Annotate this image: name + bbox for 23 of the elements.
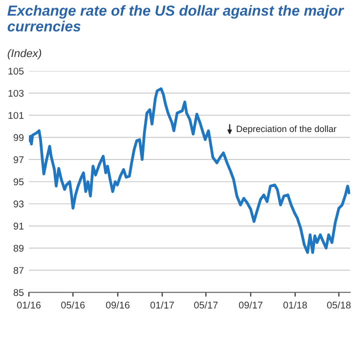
y-tick-label: 105 (8, 68, 24, 75)
y-tick-label: 85 (14, 289, 24, 296)
y-tick-label: 97 (14, 156, 24, 164)
x-tick-label: 05/18 (327, 301, 351, 309)
x-tick-label: 01/17 (150, 301, 174, 309)
y-tick-label: 99 (14, 134, 24, 142)
y-tick-label: 91 (14, 222, 24, 230)
y-tick-label: 95 (14, 178, 24, 186)
line-series (28, 87, 350, 254)
x-tick-label: 09/16 (106, 301, 130, 309)
x-tick-label: 05/16 (61, 301, 85, 309)
y-tick-label: 87 (14, 266, 24, 274)
y-tick-label: 89 (14, 244, 24, 252)
x-tick-label: 01/16 (17, 301, 41, 309)
y-tick-label: 93 (14, 200, 24, 208)
x-tick-label: 09/17 (238, 301, 262, 309)
y-tick-label: 103 (8, 90, 24, 97)
y-tick-label: 101 (8, 112, 24, 119)
chart-subtitle: (Index) (8, 49, 42, 60)
annotation: Depreciation of the dollar (236, 125, 336, 134)
x-tick-label: 05/17 (194, 301, 218, 309)
x-tick-label: 01/18 (283, 301, 307, 309)
chart-title: Exchange rate of the US dollar against the major currencies (7, 5, 344, 32)
